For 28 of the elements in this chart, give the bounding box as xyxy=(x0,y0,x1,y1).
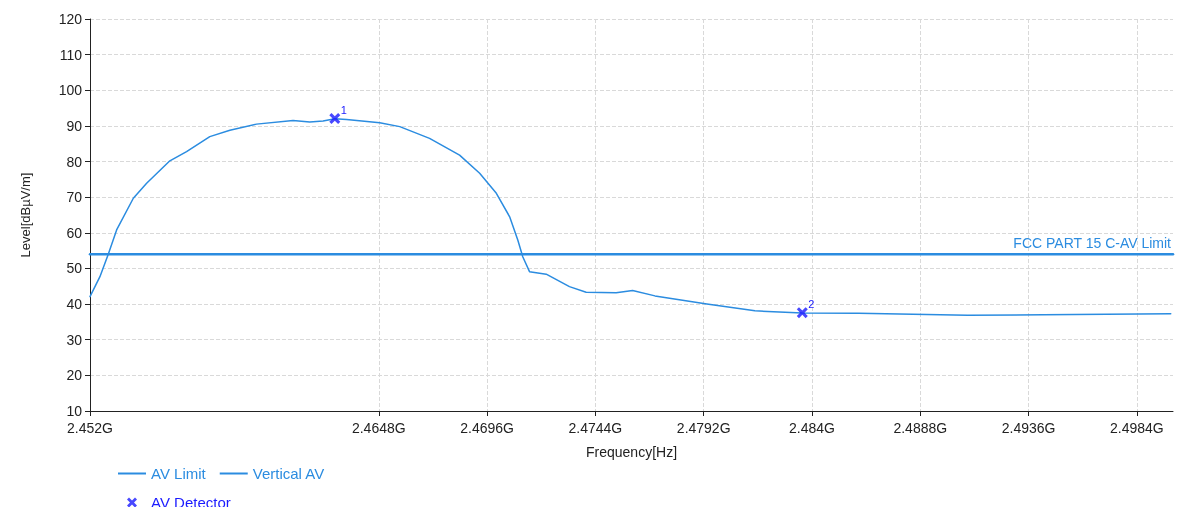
y-tick-label: 60 xyxy=(66,224,83,241)
x-tick-label: 2.4648G xyxy=(351,420,406,436)
legend-label: Vertical AV xyxy=(252,465,325,482)
annotation: FCC PART 15 C-AV Limit xyxy=(1013,235,1172,252)
y-tick-label: 50 xyxy=(66,260,83,277)
x-tick-label: 2.452G xyxy=(67,420,113,436)
x-axis-title: Frequency[Hz] xyxy=(585,444,678,460)
y-tick-label: 120 xyxy=(58,11,83,27)
y-tick-label: 20 xyxy=(66,367,83,384)
x-tick-label: 2.4744G xyxy=(568,420,623,436)
y-tick-label: 110 xyxy=(59,46,83,63)
x-tick-label: 2.4792G xyxy=(676,420,731,436)
y-tick-label: 30 xyxy=(66,331,83,348)
y-tick-label: 90 xyxy=(66,117,83,134)
y-tick-label: 70 xyxy=(66,189,83,206)
y-axis-title: Level[dBµV/m] xyxy=(18,172,33,258)
legend-label: AV Limit xyxy=(151,465,207,482)
y-tick-label: 80 xyxy=(66,153,83,170)
y-tick-label: 40 xyxy=(66,296,83,313)
annotation: 1 xyxy=(340,103,347,116)
y-tick-label: 10 xyxy=(66,403,83,419)
x-tick-label: 2.4696G xyxy=(460,420,514,436)
x-tick-label: 2.4984G xyxy=(1110,420,1164,436)
y-tick-label: 100 xyxy=(58,82,83,99)
x-tick-label: 2.4888G xyxy=(893,420,948,436)
annotation: 2 xyxy=(808,298,815,311)
x-tick-label: 2.4936G xyxy=(1001,420,1056,436)
x-tick-label: 2.484G xyxy=(789,420,835,436)
